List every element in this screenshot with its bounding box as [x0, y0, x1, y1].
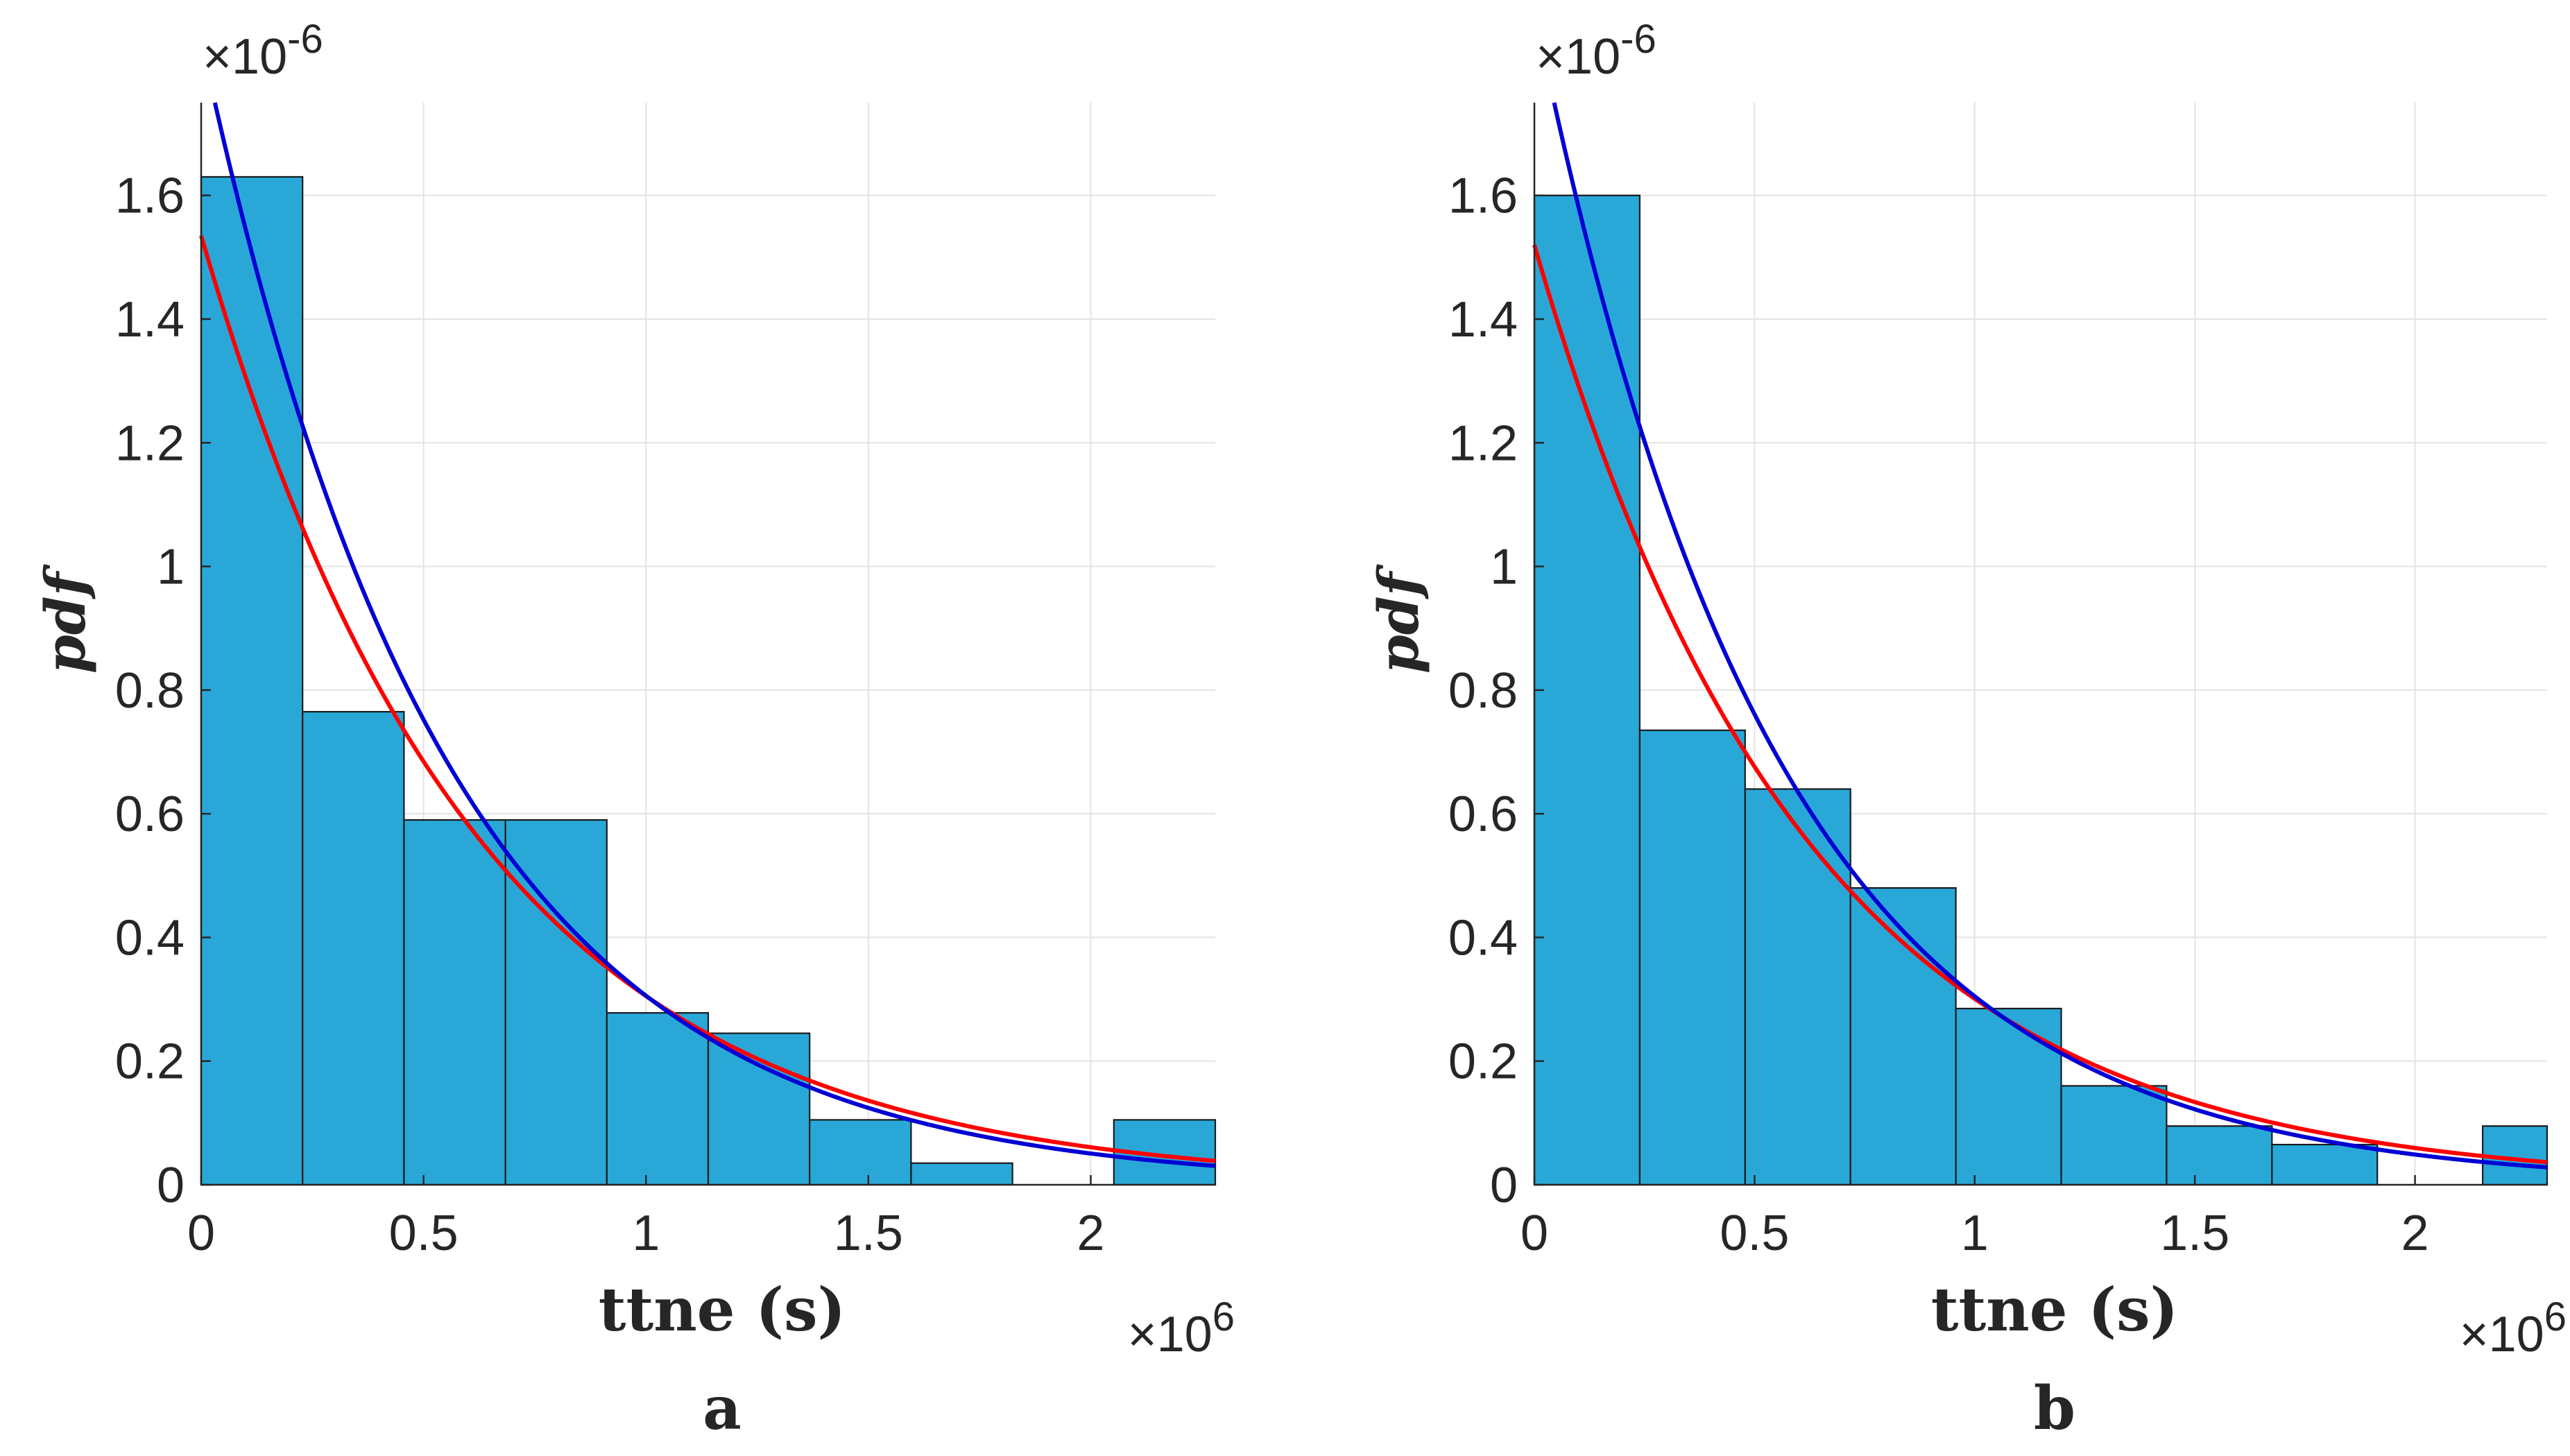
y-tick-label: 0.8 — [115, 663, 185, 719]
chart-panel-a: 0 0.5 1 1.5 2 0 0.2 0.4 0.6 0.8 1 1.2 1.4 1.6 ×10-6 ×10… — [33, 17, 1235, 1444]
y-tick-label: 1.6 — [115, 169, 185, 224]
histogram-bar-3 — [403, 819, 506, 1186]
histogram-bars — [200, 175, 1217, 1186]
histogram-bar-3 — [1744, 788, 1851, 1186]
y-tick-label: 0.8 — [1448, 663, 1518, 719]
histogram-bar-2 — [302, 710, 405, 1186]
y-tick-label: 0.6 — [1448, 787, 1518, 842]
x-axis-title: ttne (s) — [1931, 1275, 2178, 1345]
x-tick-label: 2 — [2401, 1206, 2429, 1261]
y-ticks: 0 0.2 0.4 0.6 0.8 1 1.2 1.4 1.6 — [1448, 169, 1544, 1213]
histogram-bar-7 — [2166, 1125, 2273, 1186]
y-tick-label: 1 — [1490, 540, 1518, 595]
y-tick-label: 1.4 — [1448, 292, 1518, 348]
y-tick-label: 0.2 — [1448, 1034, 1518, 1090]
y-tick-label: 0.2 — [115, 1034, 185, 1090]
y-tick-label: 1.6 — [1448, 169, 1518, 224]
grid — [1534, 103, 2547, 1185]
histogram-bar-4 — [1849, 887, 1957, 1186]
x-tick-label: 0 — [1520, 1206, 1548, 1261]
x-tick-label: 2 — [1077, 1206, 1104, 1261]
y-tick-label: 1 — [157, 540, 185, 595]
y-axis-title: pdf — [33, 564, 98, 674]
red-fit-curve — [199, 234, 1216, 1163]
y-tick-label: 1.2 — [115, 416, 185, 471]
y-ticks: 0 0.2 0.4 0.6 0.8 1 1.2 1.4 1.6 — [115, 169, 211, 1213]
histogram-bars — [1533, 194, 2548, 1186]
y-tick-label: 1.2 — [1448, 416, 1518, 471]
x-tick-label: 1.5 — [2160, 1206, 2229, 1261]
x-tick-label: 1 — [1961, 1206, 1989, 1261]
x-axis-multiplier: ×106 — [2460, 1294, 2567, 1362]
histogram-bar-6 — [2060, 1085, 2168, 1186]
histogram-bar-5 — [1955, 1007, 2062, 1186]
y-tick-label: 1.4 — [115, 292, 185, 348]
x-axis-title: ttne (s) — [599, 1275, 846, 1345]
red-fit-curve — [1532, 244, 2548, 1165]
x-axis-multiplier: ×106 — [1128, 1294, 1235, 1362]
histogram-bar-8 — [910, 1162, 1013, 1186]
y-tick-label: 0.6 — [115, 787, 185, 842]
blue-fit-curve — [212, 102, 1216, 1168]
histogram-bar-1 — [1533, 194, 1641, 1186]
blue-fit-curve — [1552, 102, 2548, 1170]
panel-label: a — [703, 1373, 742, 1444]
y-tick-label: 0.4 — [115, 910, 185, 966]
y-axis-multiplier: ×10-6 — [203, 17, 323, 85]
histogram-bar-5 — [606, 1012, 710, 1186]
x-ticks: 0 0.5 1 1.5 2 — [1520, 1175, 2429, 1261]
x-tick-label: 0 — [187, 1206, 215, 1261]
y-axis-multiplier: ×10-6 — [1536, 17, 1656, 85]
histogram-bar-8 — [2271, 1143, 2379, 1186]
y-axis-title: pdf — [1366, 564, 1431, 674]
chart-panel-b: 0 0.5 1 1.5 2 0 0.2 0.4 0.6 0.8 1 1.2 1.4 1.6 ×10-6 ×10… — [1366, 17, 2567, 1444]
y-tick-label: 0 — [157, 1158, 185, 1213]
x-tick-label: 1 — [632, 1206, 660, 1261]
histogram-bar-2 — [1638, 729, 1746, 1186]
x-ticks: 0 0.5 1 1.5 2 — [187, 1175, 1104, 1261]
x-tick-label: 0.5 — [389, 1206, 459, 1261]
fit-curves — [1532, 102, 2548, 1170]
histogram-bar-4 — [504, 819, 608, 1186]
y-tick-label: 0 — [1490, 1158, 1518, 1213]
y-tick-label: 0.4 — [1448, 910, 1518, 966]
histogram-bar-6 — [707, 1032, 811, 1186]
histogram-bar-1 — [200, 175, 304, 1186]
panel-label: b — [2034, 1373, 2075, 1444]
x-tick-label: 0.5 — [1720, 1206, 1789, 1261]
fit-curves — [199, 102, 1216, 1168]
histogram-bar-7 — [809, 1119, 912, 1186]
x-tick-label: 1.5 — [834, 1206, 903, 1261]
